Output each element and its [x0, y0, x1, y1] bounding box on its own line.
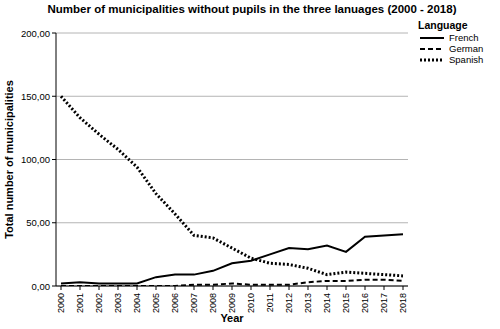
- y-tick-label: 200,00: [21, 28, 50, 39]
- x-tick: [194, 286, 195, 290]
- x-tick-label: 2013: [303, 293, 313, 313]
- x-tick: [80, 286, 81, 290]
- grid-line: [56, 159, 408, 160]
- plot-area: [61, 96, 403, 286]
- x-tick-label: 2018: [398, 293, 408, 313]
- x-tick: [213, 286, 214, 290]
- x-tick-label: 2003: [113, 293, 123, 313]
- x-tick: [384, 286, 385, 290]
- legend-swatch: [420, 59, 444, 62]
- x-tick: [61, 286, 62, 290]
- x-tick: [289, 286, 290, 290]
- x-tick-label: 2004: [132, 293, 142, 313]
- x-tick: [232, 286, 233, 290]
- x-tick-label: 2016: [360, 293, 370, 313]
- x-tick: [156, 286, 157, 290]
- x-tick-label: 2009: [227, 293, 237, 313]
- x-tick: [175, 286, 176, 290]
- x-tick: [365, 286, 366, 290]
- y-tick: [52, 33, 56, 34]
- x-tick: [308, 286, 309, 290]
- x-tick: [270, 286, 271, 290]
- series-line: [61, 96, 403, 276]
- y-tick: [52, 286, 56, 287]
- grid-line: [56, 96, 408, 97]
- y-axis: [56, 33, 57, 286]
- y-tick-label: 150,00: [21, 91, 50, 102]
- x-tick-label: 2017: [379, 293, 389, 313]
- x-tick-label: 2002: [94, 293, 104, 313]
- x-tick-label: 2011: [265, 293, 275, 312]
- title: Number of municipalities without pupils …: [48, 3, 457, 15]
- x-tick-label: 2000: [56, 293, 66, 313]
- x-tick: [403, 286, 404, 290]
- y-axis-label: Total number of municipalities: [3, 80, 15, 239]
- y-tick-label: 0,00: [32, 281, 51, 292]
- series-line: [61, 234, 403, 283]
- legend-swatch: [420, 48, 444, 50]
- x-tick-label: 2014: [322, 293, 332, 313]
- grid-line: [56, 33, 408, 34]
- x-tick-label: 2005: [151, 293, 161, 313]
- y-tick-label: 100,00: [21, 154, 50, 165]
- x-tick: [118, 286, 119, 290]
- x-tick: [251, 286, 252, 290]
- legend-label: French: [449, 32, 479, 43]
- y-tick: [52, 222, 56, 223]
- x-tick: [137, 286, 138, 290]
- x-tick: [99, 286, 100, 290]
- series-line: [61, 280, 403, 286]
- y-tick: [52, 96, 56, 97]
- legend-label: Spanish: [449, 54, 483, 65]
- y-tick-label: 50,00: [26, 217, 50, 228]
- x-tick-label: 2015: [341, 293, 351, 313]
- x-tick-label: 2001: [75, 293, 85, 313]
- grid-line: [56, 222, 408, 223]
- x-tick-label: 2007: [189, 293, 199, 313]
- legend-swatch: [420, 37, 444, 39]
- chart: Number of municipalities without pupils …: [0, 0, 500, 329]
- legend-label: German: [449, 43, 483, 54]
- x-tick-label: 2010: [246, 293, 256, 313]
- y-tick: [52, 159, 56, 160]
- x-tick-label: 2008: [208, 293, 218, 313]
- x-tick-label: 2012: [284, 293, 294, 313]
- legend-title: Language: [418, 19, 468, 31]
- x-tick: [346, 286, 347, 290]
- x-tick-label: 2006: [170, 293, 180, 313]
- x-tick: [327, 286, 328, 290]
- x-axis-label: Year: [220, 312, 244, 324]
